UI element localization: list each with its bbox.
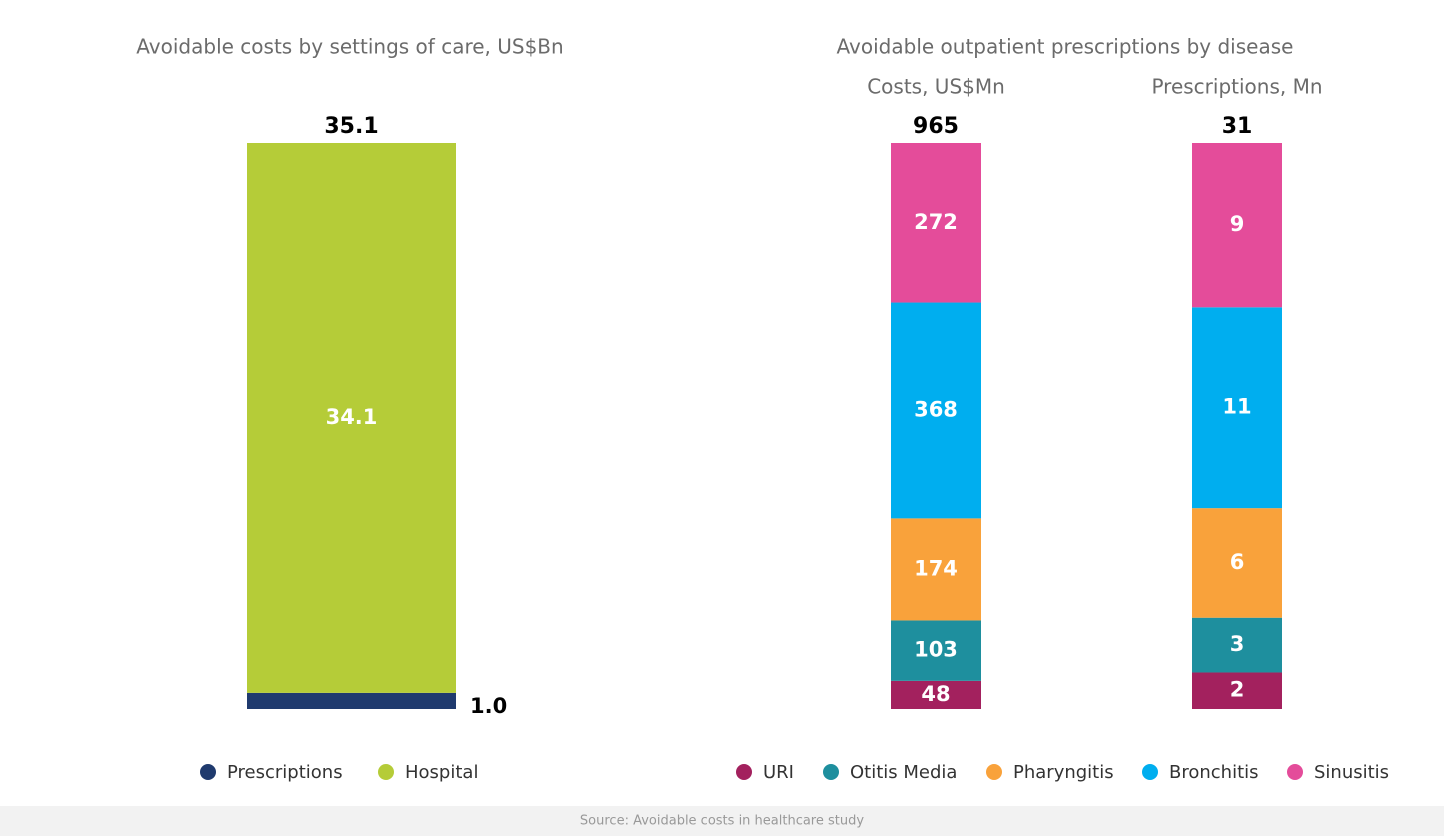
legend-marker	[1287, 764, 1303, 780]
bar-segment	[891, 518, 981, 621]
value-label: 3	[1230, 632, 1245, 656]
bar-segment	[1192, 143, 1282, 308]
bar-segment	[891, 302, 981, 519]
bar-segment	[1192, 617, 1282, 673]
value-label: 1.0	[470, 694, 507, 718]
chart-title: Avoidable costs by settings of care, US$…	[136, 35, 563, 59]
bar-segment	[1192, 307, 1282, 509]
value-label: 2	[1230, 678, 1245, 702]
total-label: 35.1	[324, 114, 378, 139]
value-label: 48	[921, 682, 950, 706]
category-label: Costs, US$Mn	[867, 75, 1005, 99]
bar-segment	[1192, 672, 1282, 709]
bar-segment	[247, 143, 456, 693]
value-label: 9	[1230, 212, 1245, 236]
legend-marker	[1142, 764, 1158, 780]
legend-label: URI	[763, 762, 794, 783]
total-label: 31	[1222, 114, 1253, 139]
bar-segment	[247, 692, 456, 709]
legend-label: Prescriptions	[227, 762, 343, 783]
footer-band	[0, 806, 1444, 836]
source: Source: Avoidable costs in healthcare st…	[580, 814, 864, 829]
value-label: 34.1	[326, 405, 378, 429]
value-label: 6	[1230, 550, 1245, 574]
value-label: 103	[914, 638, 958, 662]
legend-marker	[736, 764, 752, 780]
bar-segment	[891, 620, 981, 681]
category-label: Prescriptions, Mn	[1151, 75, 1322, 99]
legend-label: Otitis Media	[850, 762, 957, 783]
legend-label: Hospital	[405, 762, 478, 783]
value-label: 174	[914, 556, 958, 580]
legend-label: Pharyngitis	[1013, 762, 1114, 783]
legend-label: Bronchitis	[1169, 762, 1259, 783]
value-label: 272	[914, 210, 958, 234]
legend-marker	[200, 764, 216, 780]
bar-segment	[891, 680, 981, 709]
total-label: 965	[913, 114, 959, 139]
value-label: 11	[1222, 395, 1251, 419]
legend-marker	[986, 764, 1002, 780]
bar-segment	[891, 143, 981, 303]
bar-segment	[1192, 508, 1282, 618]
value-label: 368	[914, 397, 958, 421]
legend-label: Sinusitis	[1314, 762, 1389, 783]
legend-marker	[378, 764, 394, 780]
legend-marker	[823, 764, 839, 780]
chart-title: Avoidable outpatient prescriptions by di…	[837, 35, 1294, 59]
